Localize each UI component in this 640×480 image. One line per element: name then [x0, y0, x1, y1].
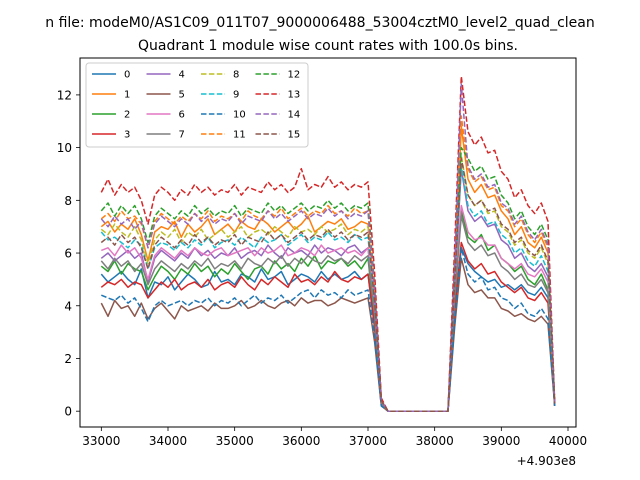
x-tick-label: 33000 [82, 434, 120, 448]
legend-label-6: 6 [179, 110, 185, 121]
x-tick-label: 36000 [282, 434, 320, 448]
x-tick-label: 37000 [349, 434, 387, 448]
series-line-12 [100, 146, 556, 412]
series-line-0 [100, 247, 556, 412]
legend-box [85, 62, 309, 148]
chart-title: Quadrant 1 module wise count rates with … [138, 38, 518, 54]
x-tick-label: 39000 [482, 434, 520, 448]
legend-label-8: 8 [233, 70, 239, 81]
legend-label-14: 14 [288, 110, 301, 121]
x-tick-label: 38000 [416, 434, 454, 448]
legend-label-0: 0 [124, 70, 130, 81]
plot-area [100, 75, 556, 412]
legend-label-13: 13 [288, 90, 301, 101]
series-line-2 [100, 210, 556, 412]
y-tick-label: 0 [64, 405, 72, 419]
series-line-4 [100, 167, 556, 412]
legend-label-15: 15 [288, 130, 301, 141]
y-tick-label: 2 [64, 352, 72, 366]
axes-frame [79, 57, 577, 428]
y-tick-label: 12 [57, 88, 72, 102]
series-line-11 [100, 115, 556, 412]
legend-label-11: 11 [233, 130, 246, 141]
series-line-1 [100, 125, 556, 412]
series-line-5 [100, 257, 556, 412]
series-line-6 [101, 204, 556, 412]
x-tick-label: 35000 [216, 434, 254, 448]
legend-label-9: 9 [233, 90, 239, 101]
series-line-15 [100, 157, 556, 412]
x-tick-label: 40000 [549, 434, 587, 448]
axis-ticks: 33000 34000 35000 36000 37000 38000 39000 40000… [57, 88, 587, 448]
series-line-3 [100, 241, 556, 412]
y-tick-label: 6 [64, 247, 72, 261]
legend-label-2: 2 [124, 110, 130, 121]
series-line-14 [100, 83, 556, 412]
x-offset-label: +4.903e8 [517, 454, 576, 468]
legend-label-5: 5 [179, 90, 185, 101]
y-tick-label: 10 [57, 141, 72, 155]
x-tick-label: 34000 [149, 434, 187, 448]
series-line-7 [100, 215, 556, 412]
figure-suptitle: n file: modeM0/AS1C09_011T07_9000006488_… [45, 15, 594, 31]
series-line-10 [101, 247, 556, 412]
legend-label-10: 10 [233, 110, 246, 121]
legend-label-3: 3 [124, 130, 130, 141]
series-line-9 [100, 165, 556, 412]
y-tick-label: 4 [64, 299, 72, 313]
legend-label-12: 12 [288, 70, 301, 81]
legend-label-4: 4 [179, 70, 185, 81]
legend-label-1: 1 [124, 90, 130, 101]
y-tick-label: 8 [64, 194, 72, 208]
legend-label-7: 7 [179, 130, 185, 141]
series-line-13 [100, 75, 556, 412]
